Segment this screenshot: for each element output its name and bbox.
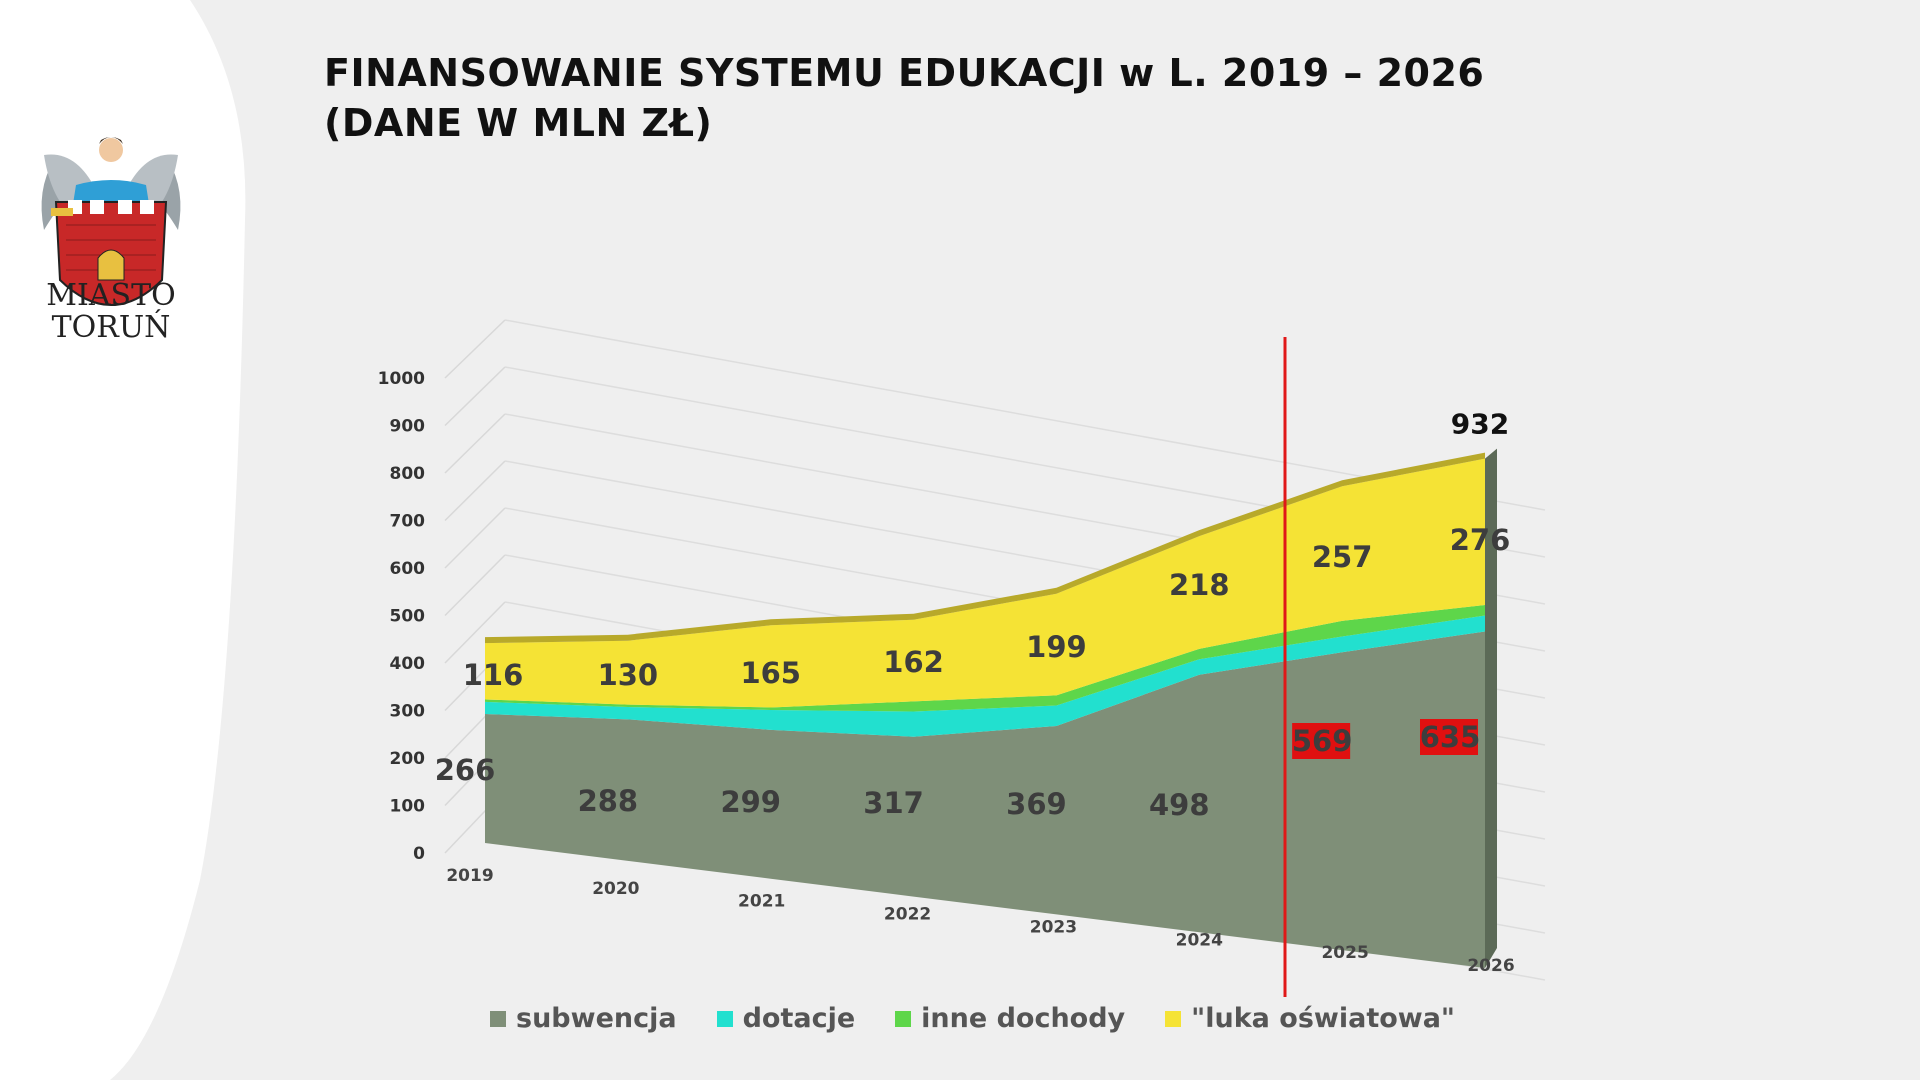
legend-item: dotacje <box>716 1003 856 1034</box>
title-line-1: FINANSOWANIE SYSTEMU EDUKACJI w L. 2019 … <box>324 51 1485 95</box>
label-luka: 116 <box>463 658 524 692</box>
label-subwencja: 266 <box>435 753 496 787</box>
gridline-side <box>444 366 506 427</box>
legend-swatch <box>1165 1010 1182 1027</box>
legend-item: inne dochody <box>895 1003 1125 1034</box>
x-tick-label: 2025 <box>1321 943 1368 963</box>
label-subwencja: 569 <box>1292 724 1353 758</box>
y-tick-label: 400 <box>390 654 426 674</box>
highlight-box <box>1420 719 1478 755</box>
legend-label: inne dochody <box>921 1003 1126 1034</box>
label-subwencja: 299 <box>720 785 781 819</box>
legend-item: subwencja <box>490 1003 677 1034</box>
y-tick-label: 200 <box>390 749 426 769</box>
torun-coat-of-arms-logo <box>41 137 181 306</box>
y-tick-label: 600 <box>390 559 426 579</box>
data-labels: 266 116 288 130 299 165 317 162 369 199 498 218 569 2… <box>435 408 1511 822</box>
gridline-side <box>444 413 506 474</box>
x-tick-label: 2022 <box>884 905 931 925</box>
area-series <box>485 448 1497 968</box>
title-line-2: (DANE W MLN ZŁ) <box>324 101 713 145</box>
y-tick-label: 500 <box>390 607 426 627</box>
logo-line-2: TORUŃ <box>51 310 171 345</box>
legend-swatch <box>716 1010 733 1027</box>
y-tick-label: 700 <box>390 512 426 532</box>
area--luka-o-wiatowa- <box>485 458 1485 708</box>
y-tick-label: 800 <box>390 464 426 484</box>
label-subwencja: 635 <box>1420 720 1481 754</box>
x-tick-label: 2023 <box>1030 917 1077 937</box>
label-luka: 276 <box>1450 523 1511 557</box>
legend-label: dotacje <box>742 1003 856 1034</box>
highlight-box <box>1292 723 1351 759</box>
label-subwencja: 369 <box>1006 787 1067 821</box>
label-luka: 165 <box>740 656 801 690</box>
label-subwencja: 288 <box>578 784 639 818</box>
legend-item: "luka oświatowa" <box>1165 1003 1455 1034</box>
area-top-edge <box>485 452 1485 644</box>
area-subwencja <box>485 631 1485 968</box>
logo-text: MIASTO TORUŃ <box>36 280 186 344</box>
legend-swatch <box>490 1010 506 1027</box>
y-tick-label: 1000 <box>378 369 425 389</box>
y-tick-label: 100 <box>390 797 426 817</box>
area-dotacje <box>485 615 1485 737</box>
label-total: 932 <box>1451 408 1509 441</box>
y-axis-ticks: 0 100 200 300 400 500 600 700 800 900 1000 <box>378 369 425 864</box>
y-tick-label: 0 <box>413 844 425 864</box>
area-end-face <box>1485 448 1497 968</box>
x-tick-label: 2020 <box>592 879 639 899</box>
gridline-side <box>444 460 506 522</box>
legend-label: "luka oświatowa" <box>1191 1003 1455 1034</box>
page-title: FINANSOWANIE SYSTEMU EDUKACJI w L. 2019 … <box>324 48 1724 148</box>
gridline-side <box>444 554 506 617</box>
x-axis-ticks: 2019 2020 2021 2022 2023 2024 2025 2026 <box>446 866 1514 976</box>
label-luka: 199 <box>1026 630 1087 664</box>
y-tick-label: 300 <box>390 702 426 722</box>
legend-swatch <box>895 1010 912 1027</box>
gridline-side <box>444 319 506 379</box>
x-tick-label: 2021 <box>738 892 785 912</box>
chart-legend: subwencja dotacje inne dochody "luka oświat… <box>490 1003 1455 1034</box>
y-tick-label: 900 <box>390 417 426 437</box>
gridline-side <box>444 507 506 569</box>
label-luka: 257 <box>1312 540 1373 574</box>
label-luka: 162 <box>883 645 944 679</box>
label-luka: 130 <box>598 658 659 692</box>
label-subwencja: 498 <box>1149 788 1210 822</box>
x-tick-label: 2024 <box>1176 930 1223 950</box>
x-tick-label: 2026 <box>1467 956 1514 976</box>
logo-line-1: MIASTO <box>46 278 176 313</box>
label-subwencja: 317 <box>863 786 924 820</box>
label-luka: 218 <box>1169 568 1230 602</box>
gridline-side <box>444 601 506 664</box>
legend-label: subwencja <box>516 1003 677 1034</box>
x-tick-label: 2019 <box>446 866 493 886</box>
